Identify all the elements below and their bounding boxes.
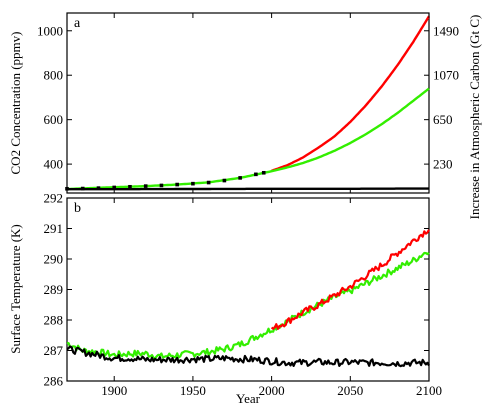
panel-b-ytick-label: 292 [44, 191, 64, 206]
panel-a-ytick-right-label: 230 [433, 157, 453, 172]
panel-b-xtick-label: 2050 [337, 383, 363, 398]
panel-a-observed-point [143, 184, 148, 188]
panel-a-ytick-right-label: 1490 [433, 23, 459, 38]
panel-b-xtick-label: 1900 [101, 383, 127, 398]
panel-b-series-line-black [66, 345, 430, 368]
panel-b-ytick-label: 288 [44, 313, 64, 328]
panel-b-series [66, 229, 430, 368]
panel-b-xtick-label: 2000 [259, 383, 285, 398]
panel-a-observed-point [206, 180, 211, 185]
panel-a-ylabel-right: Increase in Atmospheric Carbon (Gt C) [467, 15, 482, 220]
panel-b-series-line-red [270, 229, 430, 330]
panel-b-frame [66, 197, 430, 382]
panel-a-ticks: 400 600 800 1000 230 650 1070 1490 [37, 13, 459, 193]
panel-b-ticks: 286 287 288 289 290 291 292 1900 1950 2000 2050 210… [44, 191, 443, 399]
panel-b-xtick-label: 2100 [416, 383, 442, 398]
panel-b-ytick-label: 287 [44, 343, 64, 358]
panel-b-ytick-label: 290 [44, 252, 64, 267]
panel-a-observed-point [96, 186, 101, 190]
panel-a-observed-point [254, 172, 258, 177]
panel-b-tag: b [74, 201, 81, 216]
panel-a-series [65, 15, 431, 191]
panel-b-ytick-label: 286 [44, 374, 64, 389]
panel-b-ytick-label: 289 [44, 282, 64, 297]
panel-a-observed-point [80, 186, 85, 191]
panel-a-ytick-right-label: 1070 [433, 68, 459, 83]
panel-a-ytick-right-label: 650 [433, 112, 453, 127]
panel-b-xlabel: Year [236, 391, 261, 406]
panel-a-observed-point [175, 182, 179, 187]
panel-a-observed-point [128, 184, 132, 189]
panel-a: 400 600 800 1000 230 650 1070 1490 a CO2 Concen… [8, 12, 482, 220]
panel-a-ytick-label: 400 [44, 157, 64, 172]
panel-a-observed-point [191, 181, 195, 186]
panel-b-ylabel: Surface Temperature (K) [8, 224, 23, 354]
panel-b-ytick-label: 291 [44, 221, 64, 236]
panel-a-series-line-red [271, 15, 431, 172]
panel-a-ylabel: CO2 Concentration (ppmv) [8, 32, 23, 175]
panel-a-ytick-label: 800 [44, 68, 64, 83]
panel-b-xtick-label: 1950 [180, 383, 206, 398]
panel-a-observed-point [112, 185, 117, 190]
panel-a-observed-point [65, 186, 69, 191]
panel-a-series-line-green [66, 87, 430, 191]
panel-b-series-line-green [66, 251, 430, 360]
panel-a-observed-point [222, 178, 227, 183]
panel-a-observed-point [159, 183, 164, 188]
panel-a-ytick-label: 1000 [37, 23, 63, 38]
panel-a-ytick-label: 600 [44, 112, 64, 127]
panel-a-observed-point [261, 170, 266, 175]
panel-a-series-line-black [67, 187, 429, 191]
panel-a-tag: a [74, 16, 81, 31]
panel-b: 286 287 288 289 290 291 292 1900 1950 2000 2050 210… [8, 191, 442, 407]
panel-a-observed-point [238, 176, 242, 180]
panel-a-frame [66, 12, 430, 194]
